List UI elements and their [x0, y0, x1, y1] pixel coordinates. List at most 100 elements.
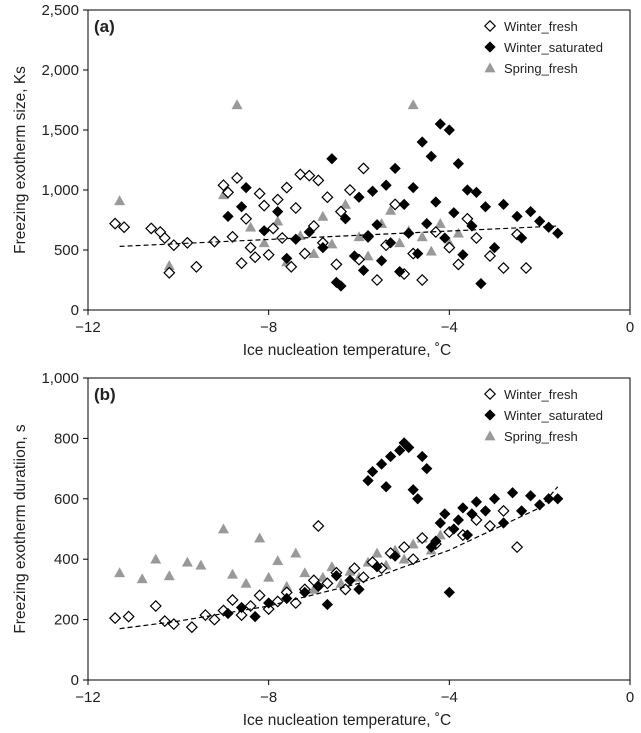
data-point [258, 237, 270, 248]
data-point [244, 241, 257, 254]
data-point [163, 266, 176, 279]
data-point [525, 205, 537, 218]
data-point [312, 519, 325, 533]
data-point [470, 496, 483, 508]
data-point [384, 237, 397, 249]
data-point [254, 532, 266, 543]
data-point [416, 450, 428, 463]
data-point [475, 277, 487, 290]
data-point [511, 228, 524, 241]
x-tick-label: −12 [75, 319, 100, 336]
y-tick-label: 2,000 [41, 62, 79, 79]
data-point [515, 232, 528, 244]
data-point [326, 153, 338, 165]
data-point [407, 484, 419, 496]
data-point [272, 205, 284, 218]
data-point [226, 230, 239, 243]
data-point [258, 225, 270, 237]
data-point [452, 258, 465, 271]
series-winter-fresh [109, 504, 524, 634]
data-point [466, 508, 478, 520]
panel-label-b: (b) [94, 385, 116, 404]
legend-item: Winter_fresh [483, 19, 578, 34]
data-point [321, 577, 334, 590]
data-point [244, 599, 257, 613]
data-point [235, 609, 248, 622]
data-point [330, 570, 343, 582]
data-point [389, 198, 402, 211]
data-point [294, 168, 307, 181]
data-point [434, 217, 446, 228]
data-point [348, 250, 361, 262]
data-point [190, 260, 203, 273]
data-point [253, 187, 266, 200]
data-point [217, 179, 230, 192]
data-point [416, 231, 428, 242]
data-point [217, 604, 230, 617]
x-tick-label: 0 [626, 689, 634, 706]
data-point [145, 222, 158, 235]
data-point [253, 589, 266, 602]
data-point [497, 198, 510, 211]
data-point [443, 124, 455, 136]
x-tick-label: −8 [260, 319, 277, 336]
legend-marker [484, 41, 496, 53]
x-tick-label: −4 [441, 319, 458, 336]
data-point [262, 248, 275, 261]
data-point [217, 523, 230, 534]
legend-marker [483, 19, 497, 33]
data-point [167, 239, 180, 252]
data-point [308, 247, 320, 258]
data-point [245, 221, 257, 232]
data-point [552, 227, 564, 239]
legend-item: Spring_fresh [484, 61, 578, 76]
data-point [289, 596, 302, 610]
x-tick-label: −4 [441, 689, 458, 706]
data-point [407, 553, 420, 566]
data-point [371, 547, 383, 558]
data-point [109, 612, 122, 625]
data-point [334, 205, 347, 218]
data-point [353, 231, 365, 242]
plot-frame-a [87, 9, 631, 311]
data-point [321, 598, 334, 611]
data-point [380, 481, 392, 493]
data-point [421, 462, 433, 475]
data-point [457, 249, 469, 261]
data-point [357, 264, 370, 277]
y-tick-label: 800 [54, 430, 79, 447]
data-point [375, 255, 388, 267]
data-point [267, 222, 280, 235]
data-point [231, 99, 243, 110]
data-point [448, 523, 460, 535]
x-tick-label: −12 [75, 689, 100, 706]
data-point [181, 556, 193, 567]
plot-frame-b [87, 377, 631, 681]
data-point [452, 227, 464, 238]
y-axis-a: 0 500 1,000 1,500 2,000 2,500 [41, 2, 88, 319]
data-point [497, 517, 510, 529]
y-tick-label: 1,000 [41, 182, 79, 199]
data-point [525, 490, 537, 502]
legend-label: Winter_fresh [504, 19, 578, 34]
legend-label: Spring_fresh [504, 61, 578, 76]
data-point [317, 571, 329, 582]
data-point [403, 441, 415, 454]
data-point [470, 231, 483, 245]
data-point [235, 201, 248, 213]
data-point [208, 235, 221, 248]
data-point [457, 502, 469, 514]
data-point [357, 571, 370, 584]
data-point [412, 247, 424, 260]
data-point [226, 593, 239, 607]
data-point [122, 610, 135, 623]
data-point [448, 207, 460, 219]
data-point [366, 185, 379, 197]
data-point [185, 621, 198, 634]
data-point [335, 280, 347, 292]
data-point [271, 595, 284, 608]
data-point [109, 217, 122, 230]
data-point [371, 273, 384, 287]
data-point [506, 487, 519, 499]
data-point [199, 609, 212, 622]
